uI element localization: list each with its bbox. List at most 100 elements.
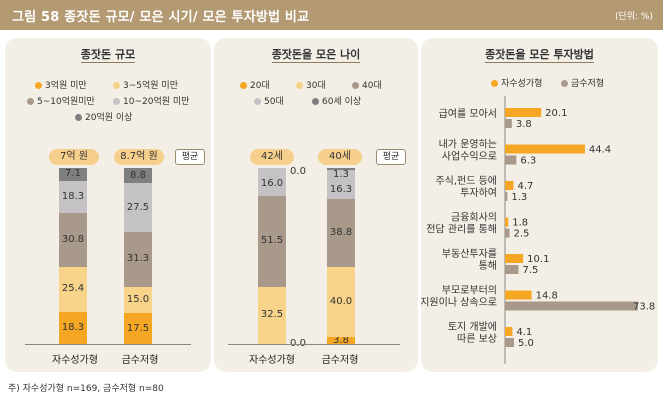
average-label: 평균: [376, 149, 406, 165]
bar-segment: [327, 337, 355, 344]
data-label: 8.8: [130, 169, 146, 181]
bar: [505, 338, 514, 347]
legend-dot: [113, 97, 120, 105]
legend-item: 자수성가형: [491, 76, 542, 89]
data-label: 17.5: [126, 322, 150, 334]
data-label: 5.0: [518, 338, 534, 349]
legend-dot: [113, 81, 120, 89]
y-tick-label: 부동산투자를: [442, 248, 497, 260]
data-label: 51.5: [260, 235, 284, 247]
data-label: 27.5: [126, 201, 150, 213]
bar: [505, 217, 509, 227]
bar: [505, 155, 517, 165]
average-pill: 8.7억 원: [114, 149, 164, 165]
panel-title: 종잣돈을 모은 투자방법: [485, 48, 594, 63]
bar-segment: [59, 311, 87, 344]
data-label: 18.3: [61, 190, 85, 202]
legend-item: 20대: [240, 78, 270, 91]
bar-segment: [124, 313, 152, 344]
bar-segment: [124, 183, 152, 232]
figure-title: 그림 58 종잣돈 규모/ 모은 시기/ 모은 투자방법 비교: [12, 10, 310, 25]
bar: [505, 144, 585, 154]
bar: [505, 228, 510, 238]
baseline: [228, 344, 400, 345]
y-tick-label: 주식,펀드 등에: [435, 175, 497, 187]
bar-segment: [59, 212, 87, 268]
data-label: 25.4: [61, 283, 85, 295]
legend-dot: [254, 97, 261, 105]
panel-title: 종잣돈 규모: [80, 48, 136, 63]
legend-dot: [312, 97, 319, 105]
bar-segment: [124, 286, 152, 314]
data-label: 73.8: [633, 302, 655, 313]
x-tick-label: 자수성가형: [52, 355, 98, 366]
y-tick-label: 부모로부터의: [442, 285, 497, 297]
data-label: 6.3: [520, 156, 536, 167]
data-label: 1.8: [512, 218, 528, 229]
legend-dot: [27, 97, 34, 105]
baseline: [25, 344, 191, 345]
data-label: 3.8: [516, 119, 532, 130]
legend-item: 3~5억원 미만: [113, 78, 178, 91]
bar-segment: [327, 167, 355, 170]
legend-dot: [491, 79, 498, 87]
legend-dot: [296, 81, 303, 89]
legend-item: 5~10억원미만: [27, 94, 95, 107]
data-label: 38.8: [329, 226, 353, 238]
bar: [505, 119, 512, 128]
bar-segment: [59, 168, 87, 181]
y-tick-label: 급여를 모아서: [439, 108, 497, 120]
data-label: 16.0: [260, 178, 284, 189]
x-tick-label: 금수저형: [321, 355, 359, 366]
data-label: 7.5: [523, 265, 539, 276]
data-label: 2.5: [514, 229, 530, 240]
bar-segment: [59, 267, 87, 312]
y-tick-label: 통해: [479, 259, 497, 272]
unit-label: (단위: %): [614, 12, 653, 22]
data-label: 3.8: [333, 334, 349, 346]
bar-segment: [59, 180, 87, 213]
data-label: 15.0: [126, 294, 150, 305]
legend-dot: [352, 81, 359, 89]
legend-dot: [561, 79, 568, 87]
bar-segment: [124, 167, 152, 184]
x-tick-label: 자수성가형: [249, 355, 295, 366]
bar-segment: [327, 198, 355, 267]
bar-segment: [258, 168, 286, 197]
bar: [505, 327, 513, 336]
bar: [505, 265, 519, 274]
y-tick-label: 사업수익으로: [442, 150, 497, 163]
y-tick-label: 투자하여: [460, 186, 497, 199]
y-tick-label: 지원이나 상속으로: [421, 297, 497, 309]
bar-segment: [258, 196, 286, 287]
panel-seed-money-size: 종잣돈 규모 3억원 미만 3~5억원 미만 5~10억원미만 10~20억원 …: [5, 38, 211, 372]
data-label: 18.3: [61, 321, 85, 333]
legend-dot: [75, 113, 82, 121]
bar-segment: [124, 231, 152, 287]
data-label: 4.7: [517, 181, 533, 192]
average-pill: 7억 원: [49, 149, 99, 165]
average-pill: 40세: [318, 149, 362, 165]
panel-investment-method: 종잣돈을 모은 투자방법 자수성가형 금수저형 급여를 모아서 20.1 3.8 내가…: [421, 38, 658, 372]
legend-item: 금수저형: [561, 76, 604, 89]
data-label: 7.1: [65, 168, 81, 180]
y-tick-label: 금융회사의: [451, 212, 497, 224]
bar-segment: [327, 169, 355, 199]
bar: [505, 254, 524, 263]
bar-segment: [327, 266, 355, 338]
data-label: 1.3: [333, 169, 349, 180]
bar: [505, 192, 508, 201]
data-label: 44.4: [589, 145, 611, 156]
data-label: 4.1: [516, 327, 532, 338]
data-label: 31.3: [126, 253, 150, 265]
average-label: 평균: [175, 149, 205, 165]
panel-title: 종잣돈을 모은 나이: [271, 48, 361, 63]
legend-dot: [240, 81, 247, 89]
data-label: 20.1: [545, 108, 567, 119]
footnote: 주) 자수성가형 n=169, 금수저형 n=80: [8, 384, 164, 394]
data-label: 16.3: [329, 184, 353, 195]
data-label: 0.0: [284, 338, 312, 349]
data-label: 40.0: [329, 296, 353, 308]
data-label: 10.1: [527, 254, 549, 265]
